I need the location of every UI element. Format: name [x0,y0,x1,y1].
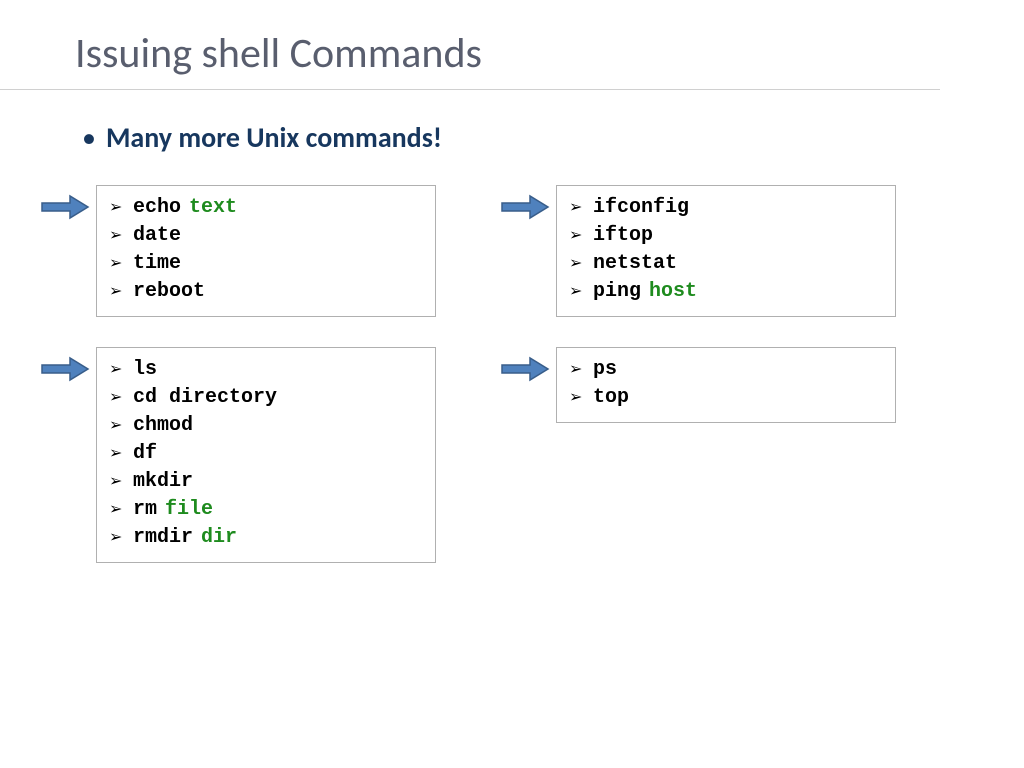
command-line: ➢ mkdir [109,468,423,496]
chevron-icon: ➢ [569,359,583,381]
command-text: echo [133,194,181,222]
chevron-icon: ➢ [569,281,583,303]
command-text: ping [593,278,641,306]
chevron-icon: ➢ [109,415,123,437]
bullet-icon: • [82,120,96,155]
subtitle-row: • Many more Unix commands! [0,90,1024,155]
chevron-icon: ➢ [569,225,583,247]
command-text: ps [593,356,617,384]
chevron-icon: ➢ [109,527,123,549]
command-text: netstat [593,250,677,278]
chevron-icon: ➢ [569,253,583,275]
command-line: ➢ time [109,250,423,278]
command-text: date [133,222,181,250]
command-line: ➢ rmdir dir [109,524,423,552]
command-text: ls [133,356,157,384]
cell-top-left: ➢ echo text ➢ date ➢ time ➢ reboot [40,185,500,317]
command-text: rmdir [133,524,193,552]
arrow-icon [40,193,90,221]
slide-title: Issuing shell Commands [0,0,940,90]
command-box: ➢ ifconfig ➢ iftop ➢ netstat ➢ ping host [556,185,896,317]
command-text: iftop [593,222,653,250]
command-line: ➢ df [109,440,423,468]
command-line: ➢ ping host [569,278,883,306]
command-text: reboot [133,278,205,306]
chevron-icon: ➢ [569,387,583,409]
content-area: ➢ echo text ➢ date ➢ time ➢ reboot ➢ ifconfig ➢ ift… [0,185,1024,563]
command-line: ➢ iftop [569,222,883,250]
chevron-icon: ➢ [109,499,123,521]
command-line: ➢ ifconfig [569,194,883,222]
row-1: ➢ echo text ➢ date ➢ time ➢ reboot ➢ ifconfig ➢ ift… [0,185,1024,317]
subtitle-text: Many more Unix commands! [106,120,442,155]
arrow-icon [500,355,550,383]
command-line: ➢ echo text [109,194,423,222]
chevron-icon: ➢ [109,387,123,409]
chevron-icon: ➢ [569,197,583,219]
cell-top-right: ➢ ifconfig ➢ iftop ➢ netstat ➢ ping host [500,185,960,317]
command-line: ➢ ps [569,356,883,384]
arrow-icon [500,193,550,221]
chevron-icon: ➢ [109,443,123,465]
command-text: mkdir [133,468,193,496]
command-line: ➢ cd directory [109,384,423,412]
command-box: ➢ ps ➢ top [556,347,896,423]
chevron-icon: ➢ [109,253,123,275]
command-arg: file [165,496,213,524]
command-line: ➢ rmfile [109,496,423,524]
command-line: ➢ chmod [109,412,423,440]
command-text: df [133,440,157,468]
command-arg: host [649,278,697,306]
command-arg: dir [201,524,237,552]
chevron-icon: ➢ [109,281,123,303]
row-2: ➢ ls ➢ cd directory ➢ chmod ➢ df ➢ mkdir ➢ rmfile ➢ r… [0,347,1024,563]
command-text: chmod [133,412,193,440]
chevron-icon: ➢ [109,225,123,247]
command-text: cd directory [133,384,277,412]
command-text: ifconfig [593,194,689,222]
chevron-icon: ➢ [109,197,123,219]
command-text: rm [133,496,157,524]
command-line: ➢ ls [109,356,423,384]
command-text: time [133,250,181,278]
arrow-icon [40,355,90,383]
command-arg: text [189,194,237,222]
command-line: ➢ top [569,384,883,412]
command-box: ➢ ls ➢ cd directory ➢ chmod ➢ df ➢ mkdir ➢ rmfile ➢ r… [96,347,436,563]
chevron-icon: ➢ [109,359,123,381]
command-line: ➢ netstat [569,250,883,278]
command-text: top [593,384,629,412]
cell-bottom-right: ➢ ps ➢ top [500,347,960,423]
command-box: ➢ echo text ➢ date ➢ time ➢ reboot [96,185,436,317]
command-line: ➢ reboot [109,278,423,306]
cell-bottom-left: ➢ ls ➢ cd directory ➢ chmod ➢ df ➢ mkdir ➢ rmfile ➢ r… [40,347,500,563]
command-line: ➢ date [109,222,423,250]
chevron-icon: ➢ [109,471,123,493]
